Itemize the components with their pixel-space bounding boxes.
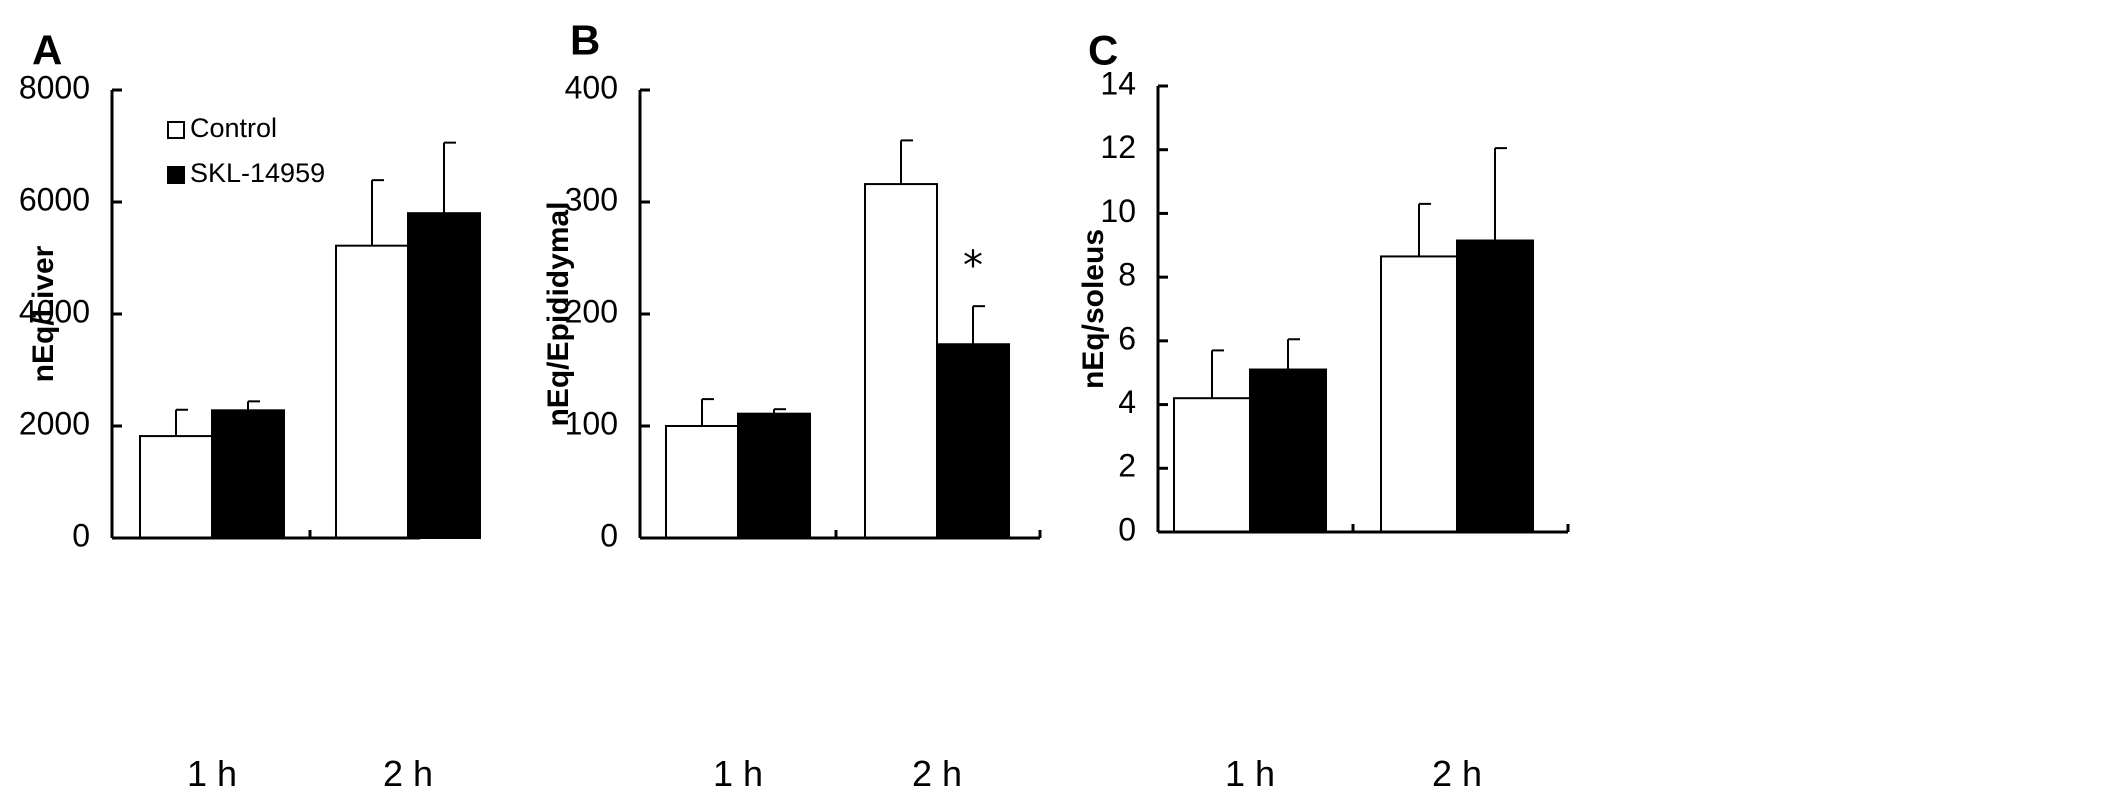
y-tick-label: 0 xyxy=(72,517,90,553)
bar-skl-14959-0 xyxy=(737,412,811,539)
bar-control-1 xyxy=(864,183,938,540)
y-tick-label: 200 xyxy=(565,293,618,329)
y-tick-label: 8 xyxy=(1118,257,1136,293)
bar-control-0 xyxy=(1173,397,1251,534)
y-axis-label: nEq/Epididymal xyxy=(542,201,575,426)
bar-skl-14959-1 xyxy=(936,343,1010,539)
y-tick-label: 4000 xyxy=(19,293,90,329)
bar-control-0 xyxy=(665,425,739,539)
y-tick-label: 0 xyxy=(600,517,618,553)
x-category-label: 2 h xyxy=(1432,753,1482,794)
legend-swatch-1 xyxy=(167,166,185,184)
y-tick-label: 0 xyxy=(1118,511,1136,547)
bar-skl-14959-1 xyxy=(407,212,481,539)
y-tick-label: 6000 xyxy=(19,181,90,217)
y-tick-label: 12 xyxy=(1100,129,1136,165)
y-tick-label: 6 xyxy=(1118,320,1136,356)
y-tick-label: 2 xyxy=(1118,448,1136,484)
x-category-label: 1 h xyxy=(713,753,763,794)
panel-b: B 0 100 200 300 400 1 h 2 h nEq/Epididymal * xyxy=(542,16,1042,794)
bar-skl-14959-0 xyxy=(211,409,285,540)
panel-letter: A xyxy=(32,26,62,73)
bar-control-0 xyxy=(139,435,213,539)
panel-letter: B xyxy=(570,16,600,63)
y-axis-label: nEq/Liver xyxy=(27,245,60,382)
x-category-label: 2 h xyxy=(383,753,433,794)
legend-label: SKL-14959 xyxy=(190,158,325,188)
x-category-label: 1 h xyxy=(187,753,237,794)
significance-mark: * xyxy=(963,243,983,289)
y-tick-label: 100 xyxy=(565,405,618,441)
x-category-label: 2 h xyxy=(912,753,962,794)
y-tick-label: 8000 xyxy=(19,69,90,105)
y-tick-label: 14 xyxy=(1100,65,1136,101)
y-tick-label: 300 xyxy=(565,181,618,217)
y-tick-label: 10 xyxy=(1100,193,1136,229)
panel-a: A 0 2000 4000 6000 8000 1 h 2 h nEq/Liver Control… xyxy=(19,26,481,794)
y-tick-label: 4 xyxy=(1118,384,1136,420)
y-tick-label: 400 xyxy=(565,69,618,105)
legend-swatch-0 xyxy=(167,121,185,139)
y-tick-label: 2000 xyxy=(19,405,90,441)
y-axis-label: nEq/soleus xyxy=(1077,229,1110,389)
bar-control-1 xyxy=(335,244,409,539)
x-category-label: 1 h xyxy=(1225,753,1275,794)
panel-letter: C xyxy=(1088,26,1118,73)
legend-label: Control xyxy=(190,113,277,143)
bar-skl-14959-0 xyxy=(1249,368,1327,533)
bar-control-1 xyxy=(1380,255,1458,533)
bar-skl-14959-1 xyxy=(1456,239,1534,533)
panel-c: C 0 2 4 6 8 10 12 14 1 h 2 h nEq/soleus xyxy=(1077,26,1570,794)
